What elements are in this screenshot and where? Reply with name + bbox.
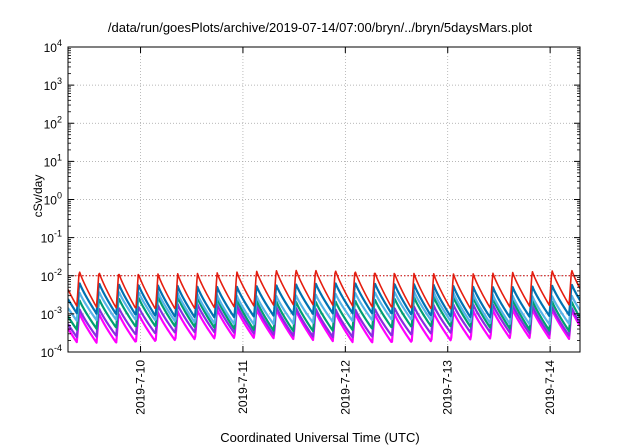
series-line: [68, 282, 580, 319]
series-line: [68, 269, 580, 310]
y-tick-label: 104: [44, 38, 62, 55]
x-tick-label: 2019-7-14: [543, 360, 557, 415]
series-line: [68, 295, 580, 333]
y-axis-ticks: 10-4 10-3 10-2 10-1 100 101 102 103 104: [41, 38, 580, 360]
y-tick-label: 10-4: [41, 343, 62, 360]
y-tick-label: 10-1: [41, 229, 62, 246]
series-line: [68, 290, 580, 326]
series-line: [68, 303, 580, 339]
x-tick-label: 2019-7-13: [441, 360, 455, 415]
y-tick-label: 103: [44, 76, 62, 93]
series-line: [68, 308, 580, 344]
x-tick-label: 2019-7-11: [236, 360, 250, 414]
y-tick-label: 101: [44, 152, 62, 169]
x-axis-ticks: 2019-7-10 2019-7-11 2019-7-12 2019-7-13 2019…: [134, 47, 557, 415]
x-tick-label: 2019-7-10: [134, 360, 148, 415]
y-tick-label: 100: [44, 191, 62, 208]
chart-title: /data/run/goesPlots/archive/2019-07-14/0…: [107, 20, 533, 35]
series-group: [68, 269, 580, 344]
y-tick-label: 10-2: [41, 267, 62, 284]
y-tick-label: 102: [44, 114, 62, 131]
x-axis-label: Coordinated Universal Time (UTC): [220, 430, 420, 445]
x-tick-label: 2019-7-12: [338, 360, 352, 415]
y-tick-label: 10-3: [41, 305, 62, 322]
